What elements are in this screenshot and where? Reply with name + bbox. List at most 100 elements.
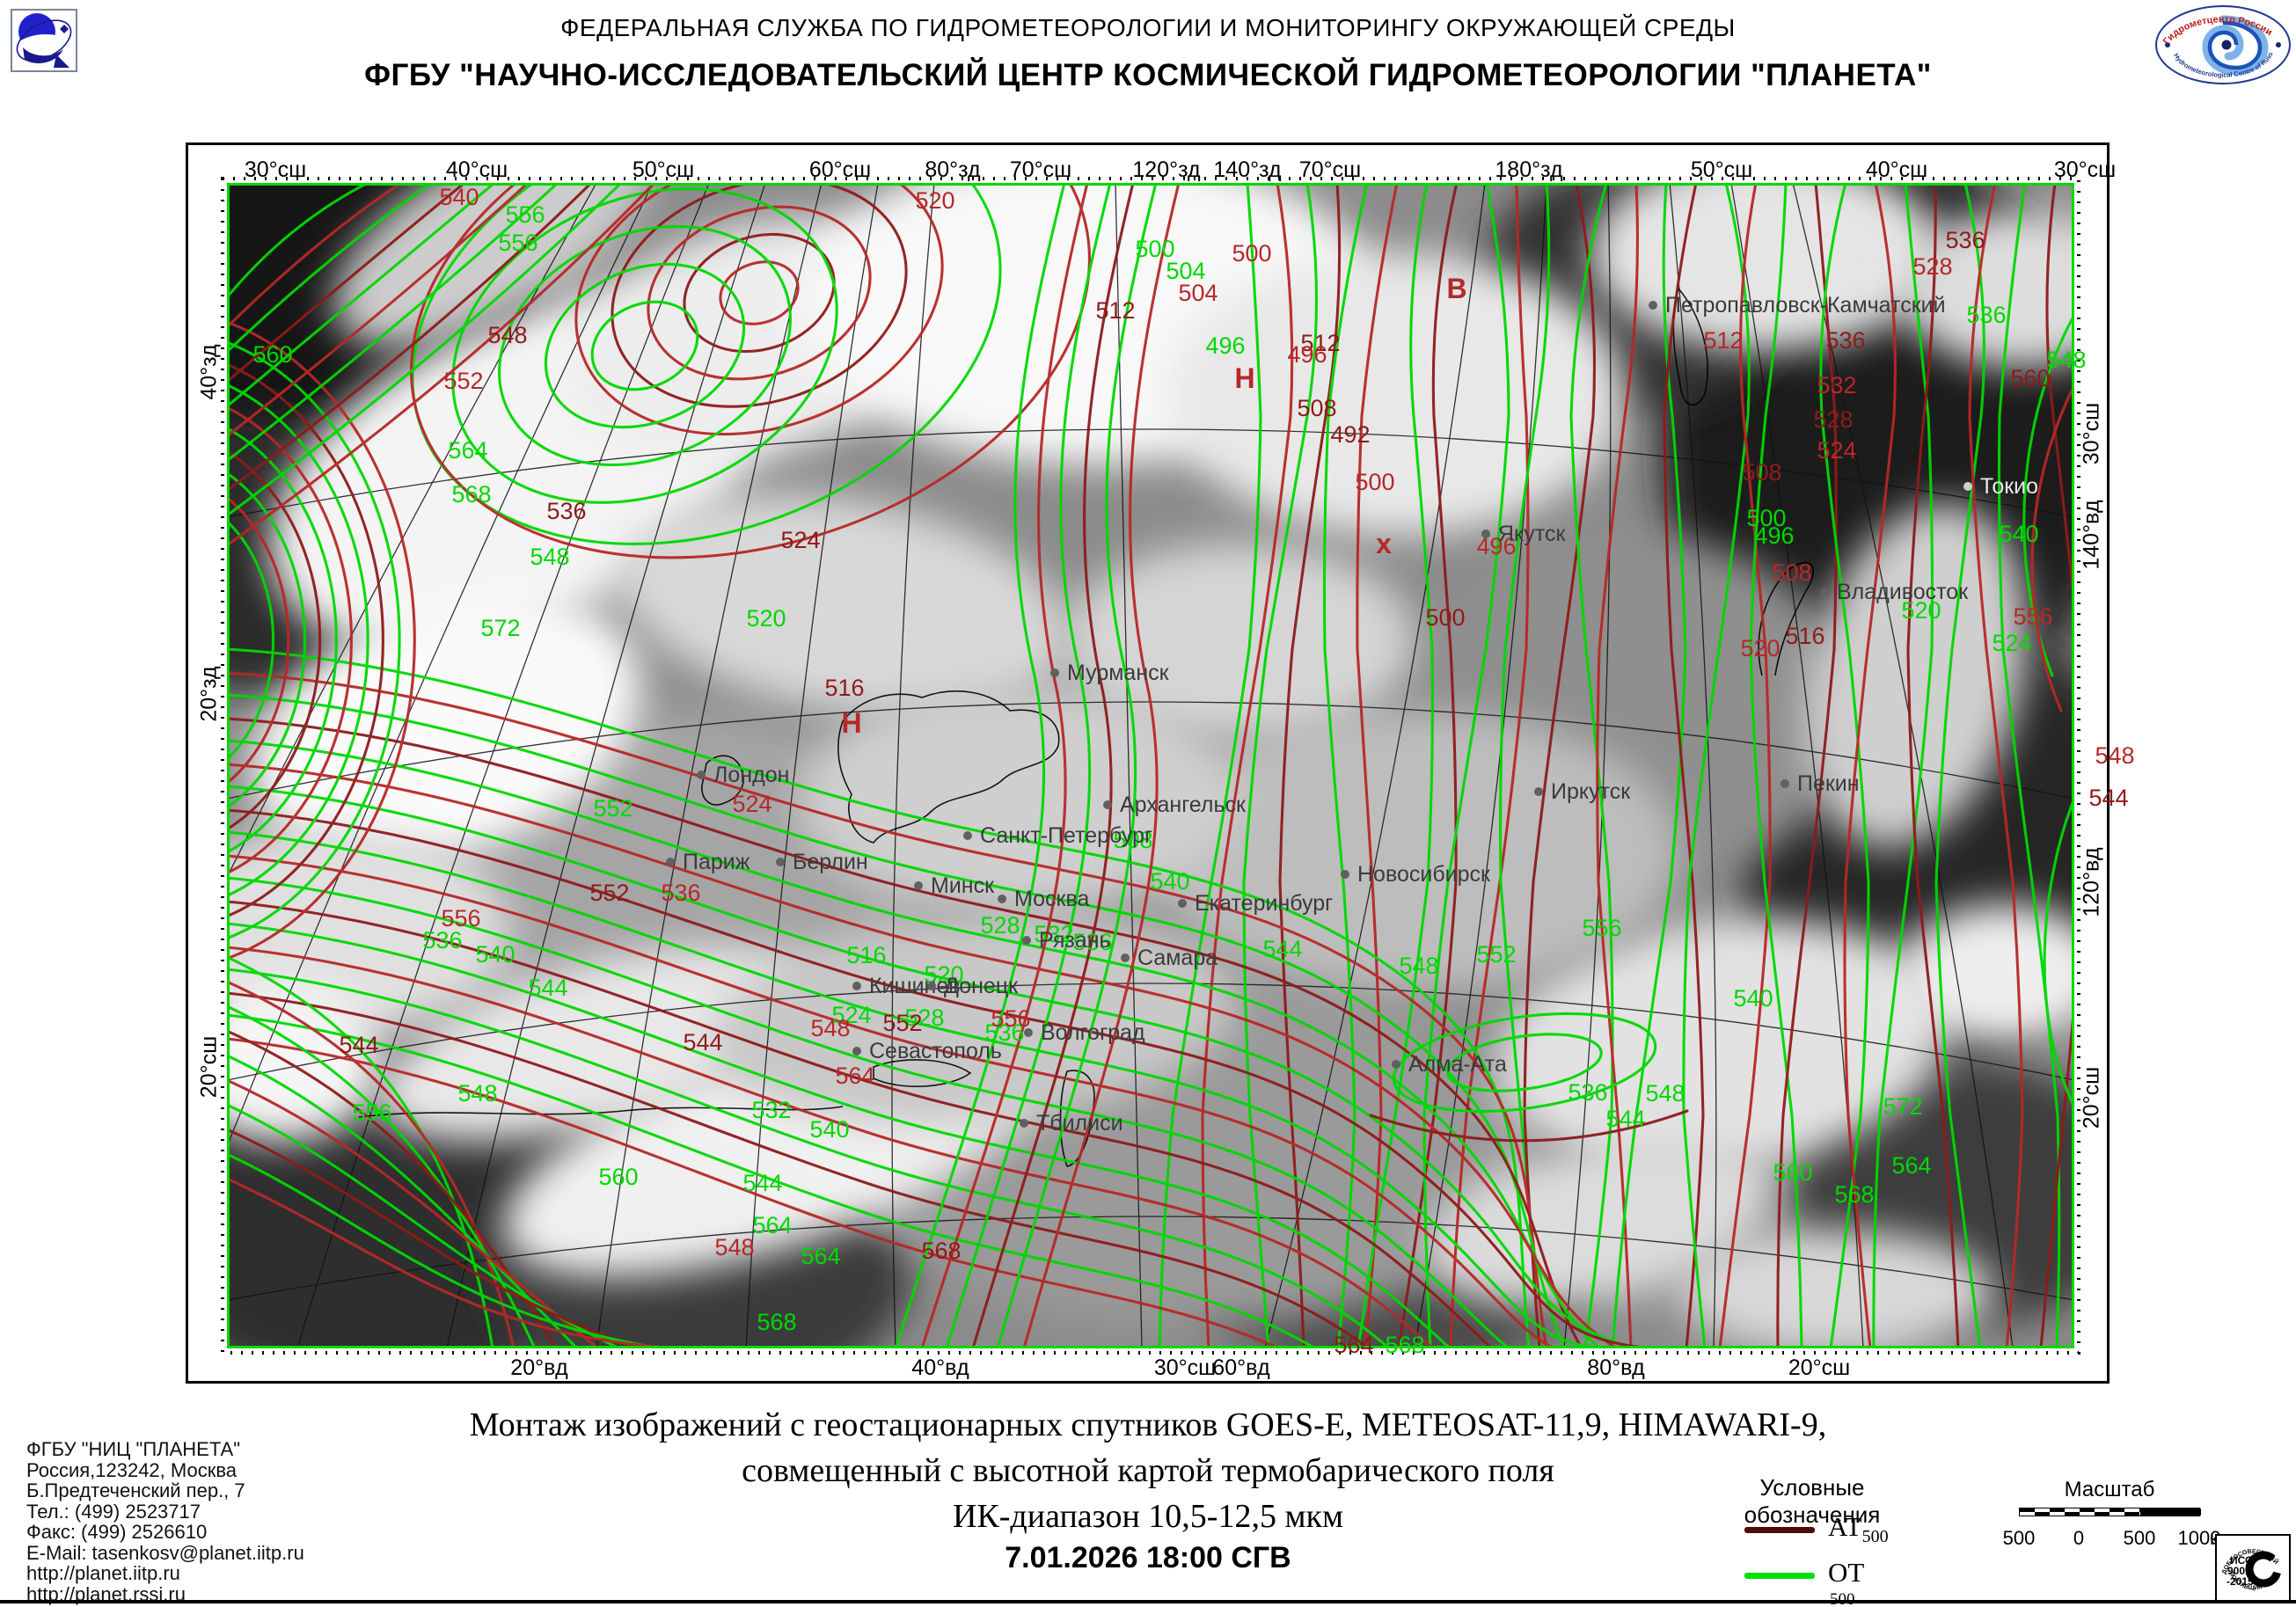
at500-contour-label: 504 xyxy=(1178,280,1217,306)
city-label: Москва xyxy=(1014,887,1089,911)
ot-contour-label: 540 xyxy=(1150,868,1189,895)
ot-contour-label: 572 xyxy=(480,615,520,641)
map-bottom-label: 40°вд xyxy=(911,1355,969,1380)
map-top-label: 120°зд xyxy=(1132,157,1201,182)
at500-contour-label: 564 xyxy=(1334,1332,1373,1358)
city-dot xyxy=(1963,482,1972,491)
at500-contour-label: 508 xyxy=(1772,559,1811,586)
ot-contour-label: 556 xyxy=(505,201,545,228)
at500-contour-label: 512 xyxy=(1095,297,1135,324)
map-top-label: 70°сш xyxy=(1298,157,1362,182)
scale-tick: 1000 xyxy=(2177,1527,2221,1549)
ot-contour-label: 548 xyxy=(1399,953,1438,979)
iso-text-3: -2015 xyxy=(2227,1575,2254,1588)
map-top-label: 30°сш xyxy=(2053,157,2117,182)
map-top-label: 50°сш xyxy=(632,157,695,182)
contact-line: Тел.: (499) 2523717 xyxy=(26,1500,201,1523)
map-frame: 30°сш 40°сш 50°сш 60°сш 80°зд 70°сш 120°зд 140°… xyxy=(186,142,2135,1384)
city-dot xyxy=(1341,870,1349,879)
pressure-center-letter: х xyxy=(1376,528,1392,559)
scale-bar-solid xyxy=(2140,1508,2201,1516)
planeta-swoosh xyxy=(16,33,65,52)
satellite-map-svg: 5565565605645685725485205525365405445485… xyxy=(221,177,2135,1358)
ot-contour-label: 548 xyxy=(457,1080,497,1107)
at500-contour-label: 524 xyxy=(780,527,820,553)
map-top-label: 60°сш xyxy=(808,157,872,182)
ot-contour-label: 568 xyxy=(451,481,491,508)
ot-contour-label: 520 xyxy=(746,605,786,632)
at500-contour-label: 524 xyxy=(732,791,771,817)
contact-line: Факс: (499) 2526610 xyxy=(26,1521,208,1543)
ot-contour-label: 564 xyxy=(448,437,487,464)
at500-contour-label: 556 xyxy=(991,1005,1030,1032)
caption-datetime: 7.01.2026 18:00 СГВ xyxy=(1005,1541,1291,1574)
map-left-label: 20°зд xyxy=(196,666,222,722)
contact-line: http://planet.iitp.ru xyxy=(26,1562,180,1584)
map-top-label: 40°сш xyxy=(1865,157,1928,182)
scale-tick: 0 xyxy=(2073,1527,2085,1549)
at500-contour-label: 548 xyxy=(714,1234,754,1260)
at500-contour-label: 552 xyxy=(882,1010,922,1036)
ot-contour-label: 548 xyxy=(1645,1080,1685,1107)
city-dot xyxy=(1820,588,1829,596)
contact-line: ФГБУ "НИЦ "ПЛАНЕТА" xyxy=(26,1438,241,1460)
at500-contour-label: 528 xyxy=(1912,253,1952,280)
ot-contour-label: 560 xyxy=(598,1164,638,1190)
at500-contour-label: 500 xyxy=(1232,240,1271,267)
iso-9001-badge: ИСО 9001 -2015 ДОБРОСОВЕСТНЫЙ ПОСТАВЩИК xyxy=(2215,1534,2291,1603)
planeta-satellite-dot xyxy=(60,25,69,33)
city-label: Париж xyxy=(683,850,750,874)
city-dot xyxy=(666,858,675,866)
city-dot xyxy=(1534,787,1543,796)
ot-contour-label: 544 xyxy=(742,1170,782,1196)
ot-contour-label: 564 xyxy=(801,1243,840,1269)
city-dot xyxy=(852,982,861,990)
ot-contour-label: 548 xyxy=(2046,347,2086,373)
city-label: Екатеринбург xyxy=(1195,891,1333,916)
scale-tick: 500 xyxy=(2123,1527,2156,1549)
bottom-rule xyxy=(0,1600,2296,1603)
ot-contour-label: 496 xyxy=(1754,522,1794,549)
ot-contour-label: 532 xyxy=(751,1097,791,1123)
agency-title: ФЕДЕРАЛЬНАЯ СЛУЖБА ПО ГИДРОМЕТЕОРОЛОГИИ … xyxy=(560,14,1736,41)
ot-contour-label: 540 xyxy=(809,1116,849,1143)
city-label: Берлин xyxy=(793,850,868,874)
city-dot xyxy=(963,831,972,840)
ot-contour-label: 536 xyxy=(1966,302,2006,328)
at500-contour-label: 564 xyxy=(835,1063,874,1089)
at500-contour-label: 552 xyxy=(443,368,483,394)
at500-contour-label: 556 xyxy=(2013,603,2052,630)
ot-contour-label: 556 xyxy=(498,230,537,256)
city-dot xyxy=(1481,530,1490,538)
city-label: Иркутск xyxy=(1551,779,1631,804)
map-bottom-label: 30°сш xyxy=(1153,1355,1217,1380)
ot-label-text: ОТ xyxy=(1828,1557,1865,1588)
caption-line-1: Монтаж изображений с геостационарных спу… xyxy=(469,1406,1827,1443)
legend-title: Условные обозначения xyxy=(1744,1474,1881,1528)
map-bottom-label: 20°сш xyxy=(1788,1355,1851,1380)
pressure-center-letter: Н xyxy=(841,707,861,739)
city-dot xyxy=(852,1047,861,1056)
city-label: Кишинев xyxy=(869,974,961,998)
scale-tick: 500 xyxy=(2002,1527,2036,1549)
city-dot xyxy=(914,881,923,890)
ot-contour-label: 540 xyxy=(1999,521,2038,547)
hydromet-spiral-dark xyxy=(2207,20,2263,70)
city-dot xyxy=(1103,800,1112,809)
at500-contour-label: 520 xyxy=(1740,635,1780,661)
at500-contour-label: 532 xyxy=(1817,372,1856,398)
contact-line: Б.Предтеченский пер., 7 xyxy=(26,1479,245,1501)
ot-contour-label: 500 xyxy=(1135,236,1174,262)
ot-line-swatch xyxy=(1744,1573,1815,1579)
city-label: Самара xyxy=(1137,946,1217,970)
city-label: Петропавловск-Камчатский xyxy=(1665,293,1946,318)
hydromet-dot-left xyxy=(2165,42,2170,47)
at500-contour-label: 500 xyxy=(1355,469,1394,495)
city-dot xyxy=(1050,668,1059,677)
at500-contour-label: 560 xyxy=(2010,365,2050,391)
at500-contour-label: 536 xyxy=(661,880,700,906)
city-dot xyxy=(776,858,785,866)
ot-contour-label: 528 xyxy=(904,1004,944,1031)
at500-contour-label: 492 xyxy=(1330,421,1370,448)
